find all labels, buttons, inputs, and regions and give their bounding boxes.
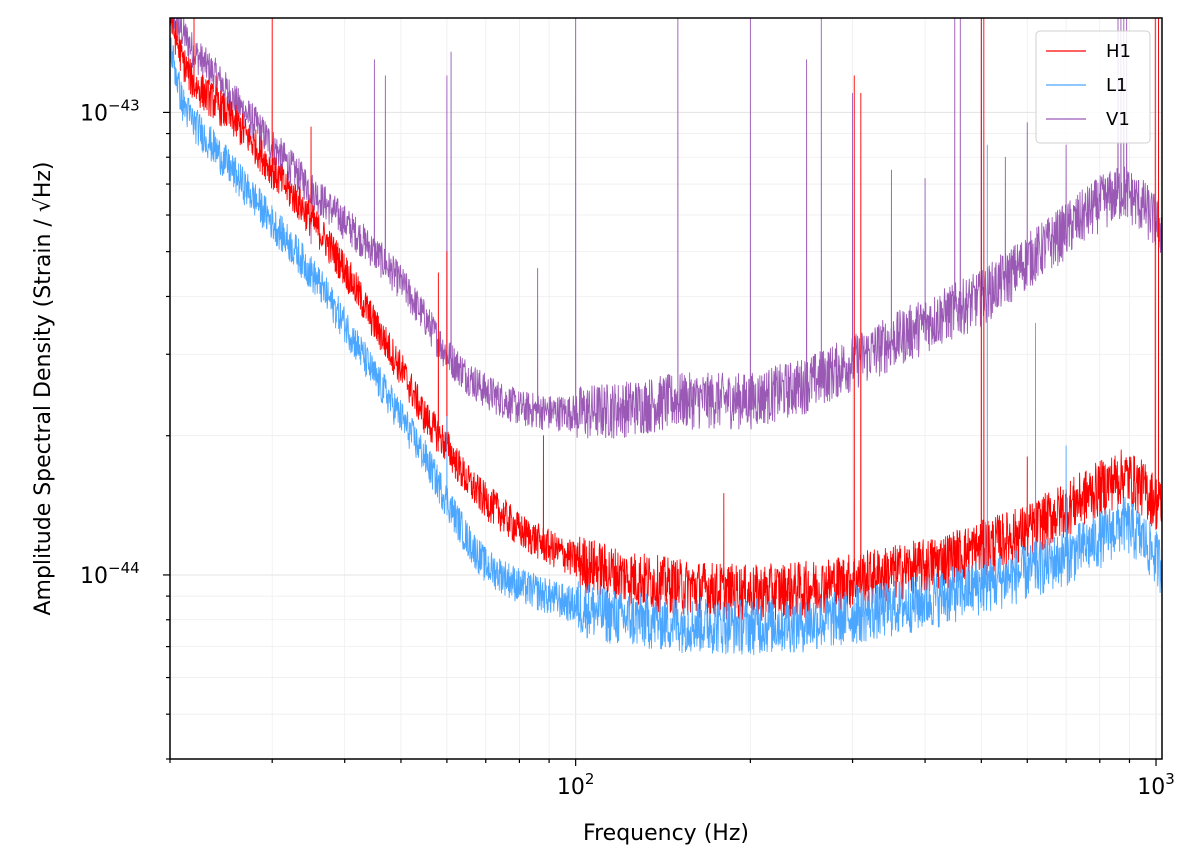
series-v1-line [170,18,1162,439]
y-axis-ticks: 10−44 10−43 [80,96,170,760]
y-tick-label: 10−44 [80,559,140,589]
legend: H1 L1 V1 [1035,30,1151,144]
series-layer [170,18,1162,656]
legend-label-v1: V1 [1106,109,1130,130]
legend-box [1035,30,1151,144]
y-tick-label: 10−43 [80,96,140,126]
legend-label-l1: L1 [1106,75,1127,96]
x-axis-ticks: 102 103 [169,759,1175,800]
plot-frame [169,17,1163,760]
x-axis-label: Frequency (Hz) [583,821,749,846]
y-axis-label: Amplitude Spectral Density (Strain / √Hz… [31,161,56,615]
x-tick-label: 103 [1137,770,1175,800]
series-l1-line [170,37,1162,656]
x-tick-label: 102 [557,770,595,800]
legend-label-h1: H1 [1106,41,1131,62]
